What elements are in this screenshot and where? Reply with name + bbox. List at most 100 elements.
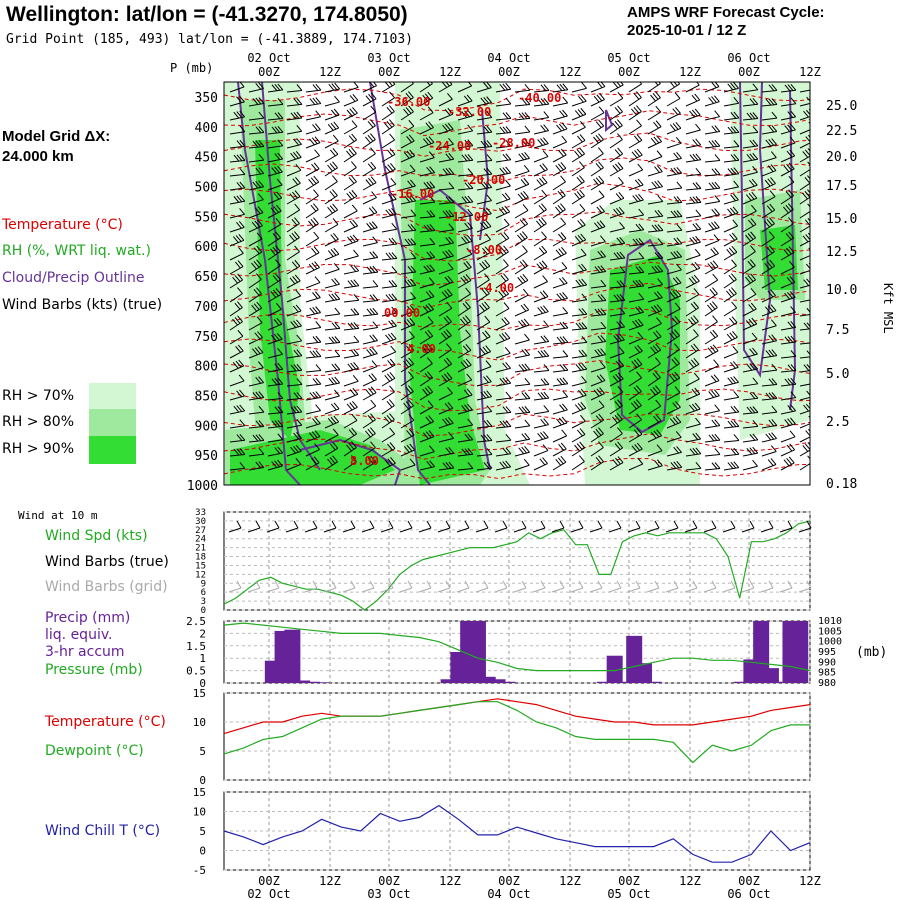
chill-tick: 5 [199, 825, 206, 838]
wind-barb [685, 288, 700, 303]
wind-barb [704, 154, 721, 163]
isotherm-line [224, 332, 810, 361]
wind-barb [362, 307, 379, 317]
wind-barb [666, 386, 681, 401]
wind-barb [780, 231, 795, 247]
wind-barb [457, 234, 473, 247]
wind-barb-grid [722, 580, 736, 593]
wind-barb [495, 316, 510, 331]
wind-barb [761, 84, 778, 93]
wind-barb-grid [741, 580, 755, 593]
wind-barb [533, 275, 548, 289]
wind-barb [324, 415, 340, 429]
wind-barb [248, 316, 263, 331]
wind-barb [419, 415, 434, 429]
wind-barb [533, 84, 550, 93]
precip-bar [596, 681, 613, 683]
wind-barb [248, 140, 265, 149]
wind-barb-grid [684, 580, 698, 593]
wind-barb [267, 217, 282, 233]
wind-tick: 15 [195, 561, 206, 571]
wind-barb [647, 120, 662, 135]
wind-barb [666, 166, 683, 177]
wind-barb [723, 316, 738, 331]
wind-barb [666, 121, 682, 135]
wind-barb [514, 458, 530, 471]
wind-barb [476, 194, 493, 205]
wind-barb [704, 208, 720, 219]
wind-barb [343, 279, 360, 289]
wind-barb [647, 399, 662, 415]
wind-barb [685, 301, 699, 317]
wind-barb [647, 357, 661, 373]
wind-barb [666, 263, 682, 275]
time-label-bottom: 00Z [378, 874, 400, 888]
wind-barb-true [456, 520, 470, 533]
wind-barb [419, 343, 433, 359]
wind-barb [476, 220, 492, 233]
wind-barb [628, 91, 642, 107]
wind-chill-line [223, 804, 811, 863]
wind-barb [457, 247, 473, 261]
wind-barb-true [589, 520, 603, 533]
wind-barb [438, 122, 454, 135]
wind-barb [780, 217, 794, 233]
wind-barb [647, 180, 664, 191]
wind-barb [704, 374, 720, 387]
wind-barb [704, 125, 721, 135]
time-label-top: 12Z [679, 65, 701, 79]
time-label-top: 12Z [319, 65, 341, 79]
wind-barb [438, 401, 454, 415]
wind-barb [609, 236, 626, 247]
wind-barb [248, 219, 263, 233]
wind-barb [267, 302, 282, 317]
wind-barb [267, 112, 284, 121]
wind-barb [381, 237, 398, 247]
wind-barb [419, 151, 435, 163]
wind-barb-true [608, 520, 622, 533]
isotherm-label: -36.00 [387, 95, 430, 109]
wind-barb [704, 168, 721, 177]
wind-barb [324, 134, 339, 149]
wind-barb [495, 362, 511, 373]
wind-barb [267, 231, 281, 247]
wind-barb [362, 206, 378, 219]
isotherm-line [224, 261, 810, 287]
wind-barb [438, 182, 455, 191]
date-label-bottom: 02 Oct [247, 887, 290, 900]
wind-barb [571, 94, 587, 107]
wind-barb [571, 248, 587, 261]
precip-bar [294, 680, 311, 683]
wind-barb [571, 375, 587, 387]
wind-barb [685, 153, 702, 163]
wind-barb [248, 447, 265, 457]
wind-barb [476, 207, 492, 219]
wind-barb [362, 321, 379, 331]
wind-barb-true [475, 520, 489, 533]
wind-barb [704, 301, 718, 317]
wind-barb-true [627, 520, 641, 533]
wind-barb [286, 98, 303, 107]
wind-barb [495, 273, 509, 289]
wind-barb [476, 315, 491, 331]
wind-barb-grid [570, 580, 584, 593]
wind-barb [495, 287, 510, 303]
wind-barb [343, 234, 359, 247]
wind-barb [362, 92, 377, 107]
wind-barb [400, 194, 417, 205]
wind-barb [286, 392, 303, 401]
precip-tick: 0.5 [186, 665, 206, 678]
legend-swatch-rh80 [89, 409, 136, 436]
wind-barb [723, 219, 739, 233]
wind-barb [723, 153, 740, 163]
wind-barb [305, 123, 321, 135]
wind-barb [457, 418, 474, 429]
wind-barb [590, 133, 604, 149]
pressure-tick: 600 [195, 240, 218, 255]
wind-barb [780, 149, 796, 163]
wind-barb-grid [323, 580, 337, 593]
wind-barb [476, 125, 493, 135]
wind-barb [666, 196, 683, 205]
wind-barb [343, 82, 359, 93]
wind-barb [628, 457, 644, 471]
